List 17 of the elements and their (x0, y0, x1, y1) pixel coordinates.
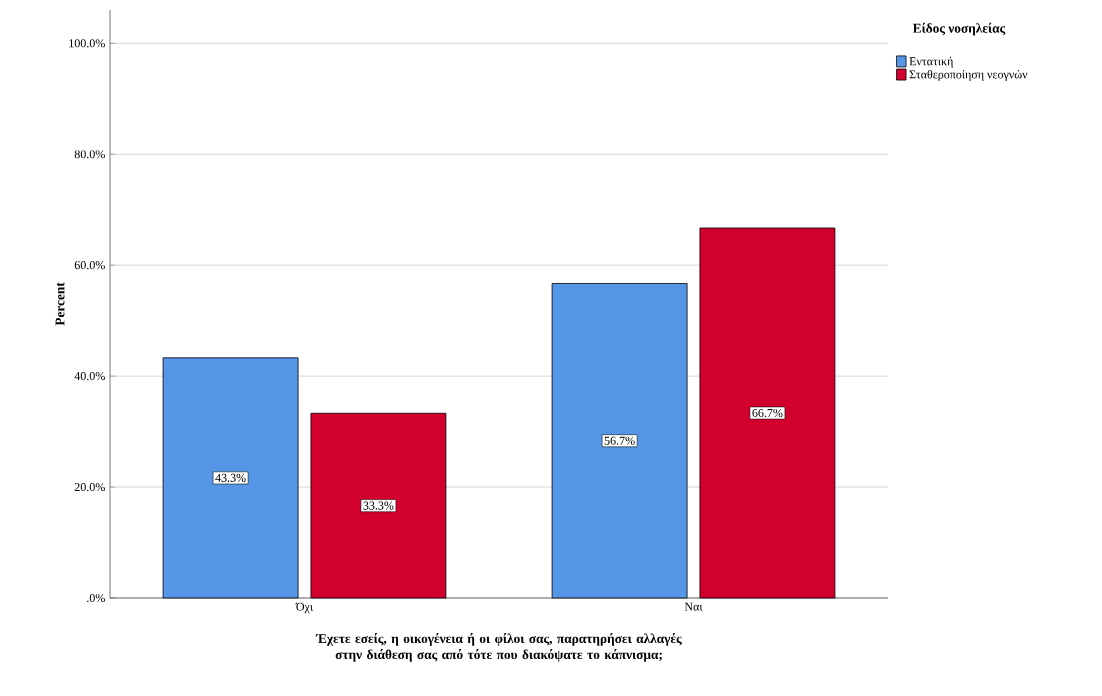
y-tick-label: 100.0% (69, 39, 105, 48)
legend-title: Είδος νοσηλείας (912, 22, 1006, 36)
data-label: 66.7% (752, 408, 783, 418)
legend-label: Σταθεροποίηση νεογνών (909, 69, 1028, 81)
y-tick-label: 60.0% (74, 261, 105, 270)
data-label: 56.7% (604, 436, 635, 445)
y-tick-label: .0% (87, 593, 105, 603)
y-tick-label: 40.0% (74, 372, 105, 381)
x-axis-title: Έχετε εσείς, η οικογένεια ή οι φίλοι σας, παρατηρήσει αλλαγές στην διάθεση σας από τότε που διακόψατε το κάπνισμα; (315, 633, 682, 662)
data-label: 43.3% (215, 473, 246, 482)
y-tick-label: 20.0% (74, 482, 105, 492)
x-tick-label: Ναι (684, 602, 703, 611)
y-tick-label: 80.0% (74, 150, 105, 159)
legend-label: Εντατική (909, 56, 953, 68)
x-tick-label: Όχι (295, 602, 314, 614)
y-axis-title: Percent (55, 282, 65, 326)
data-label: 33.3% (363, 501, 394, 510)
